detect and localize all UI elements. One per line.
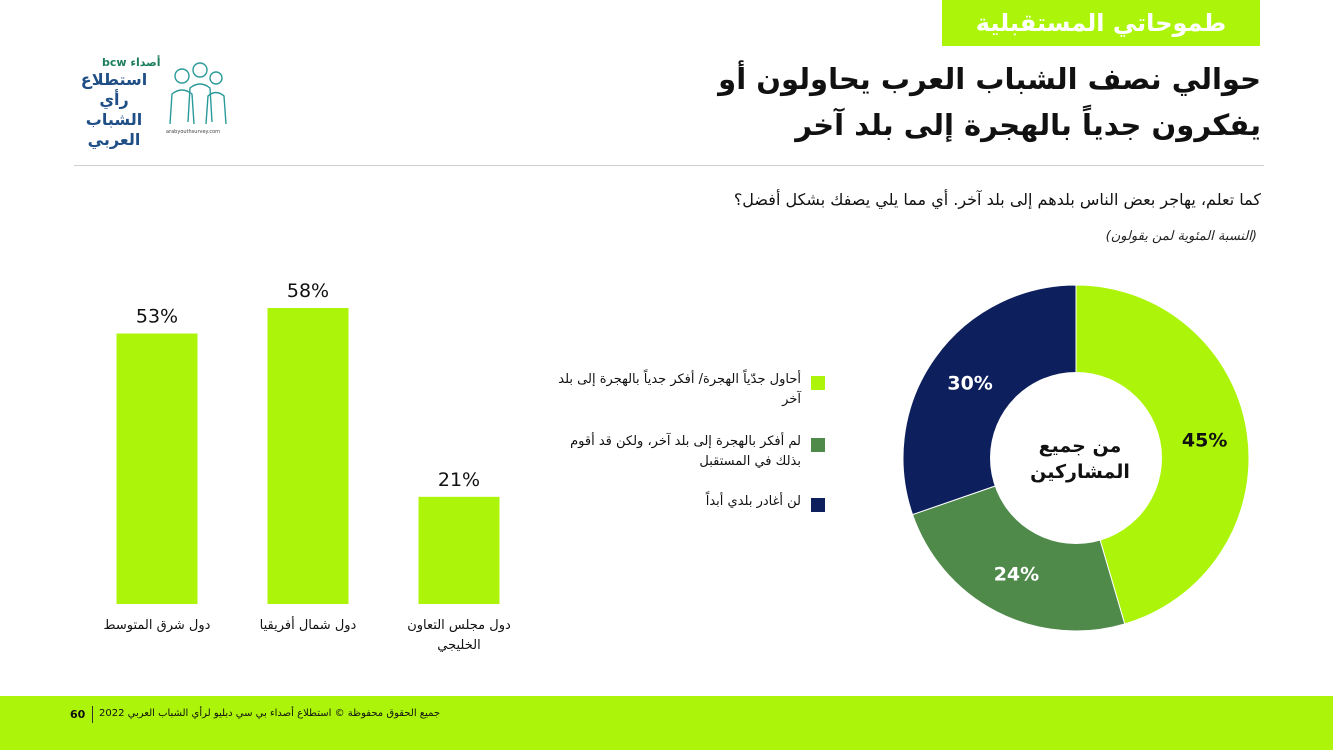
bar-category-label: دول شمال أفريقيا [260,616,357,633]
bar [267,308,349,604]
page-title: حوالي نصف الشباب العرب يحاولون أو يفكرون… [621,56,1261,148]
logo-url: arabyouthsurvey.com [166,129,221,135]
legend-item-never: لن أغادر بلدي أبداً [540,492,825,532]
logo-line-2: رأي الشباب [85,90,143,129]
legend-label: أحاول جدّياً الهجرة/ أفكر جدياً بالهجرة … [558,372,801,407]
donut-center-label: المشاركين [1030,461,1130,483]
survey-question: كما تعلم، يهاجر بعض الناس بلدهم إلى بلد … [733,190,1261,209]
percentage-note: (النسبة المئوية لمن يقولون) [1105,229,1257,244]
footer-separator [92,706,93,723]
survey-logo: bcw أصداء استطلاع رأي الشباب العربي arab… [78,52,238,150]
copyright-text: جميع الحقوق محفوظة © استطلاع أصداء بي سي… [99,708,441,719]
bar-category-label: الخليجي [437,638,480,653]
donut-slice [902,284,1077,516]
bar-category-label: دول شرق المتوسط [104,618,211,633]
donut-center-label: من جميع [1039,435,1122,457]
youth-figures-icon [169,62,227,125]
donut-slice [911,457,1126,632]
header-divider [74,165,1264,166]
footer-bar: 60 جميع الحقوق محفوظة © استطلاع أصداء بي… [0,696,1333,750]
logo-line-1: استطلاع [80,70,148,89]
legend-swatch [811,438,825,452]
logo-line-3: العربي [87,130,141,149]
logo-text: استطلاع رأي الشباب العربي [78,70,150,150]
chart-legend: أحاول جدّياً الهجرة/ أفكر جدياً بالهجرة … [540,370,825,532]
donut-hole [990,372,1162,544]
legend-swatch [811,498,825,512]
donut-slice-label: 45% [1182,429,1227,451]
legend-item-maybe: لم أفكر بالهجرة إلى بلد آخر، ولكن قد أقو… [540,432,825,492]
bar-value-label: 58% [287,280,329,302]
page-number: 60 [70,708,86,721]
logo-brand: bcw أصداء [102,56,161,69]
section-tag: طموحاتي المستقبلية [942,0,1260,46]
bar-value-label: 53% [136,306,178,328]
bar-category-label: دول مجلس التعاون [407,618,511,633]
donut-slice-label: 24% [994,564,1039,586]
legend-label: لن أغادر بلدي أبداً [705,494,801,509]
donut-slice [1075,284,1250,625]
regional-bar-chart: 53% دول شرق المتوسط 58% دول شمال أفريقيا 21%… [104,280,511,653]
legend-swatch [811,376,825,390]
title-line-1: حوالي نصف الشباب العرب يحاولون أو [718,62,1261,96]
bar [418,496,500,604]
legend-label: لم أفكر بالهجرة إلى بلد آخر، ولكن قد أقو… [570,434,801,469]
legend-item-trying: أحاول جدّياً الهجرة/ أفكر جدياً بالهجرة … [540,370,825,432]
bar-value-label: 21% [438,469,480,491]
bar [116,333,198,604]
title-line-2: يفكرون جدياً بالهجرة إلى بلد آخر [795,108,1261,142]
donut-slice-label: 30% [947,373,992,395]
